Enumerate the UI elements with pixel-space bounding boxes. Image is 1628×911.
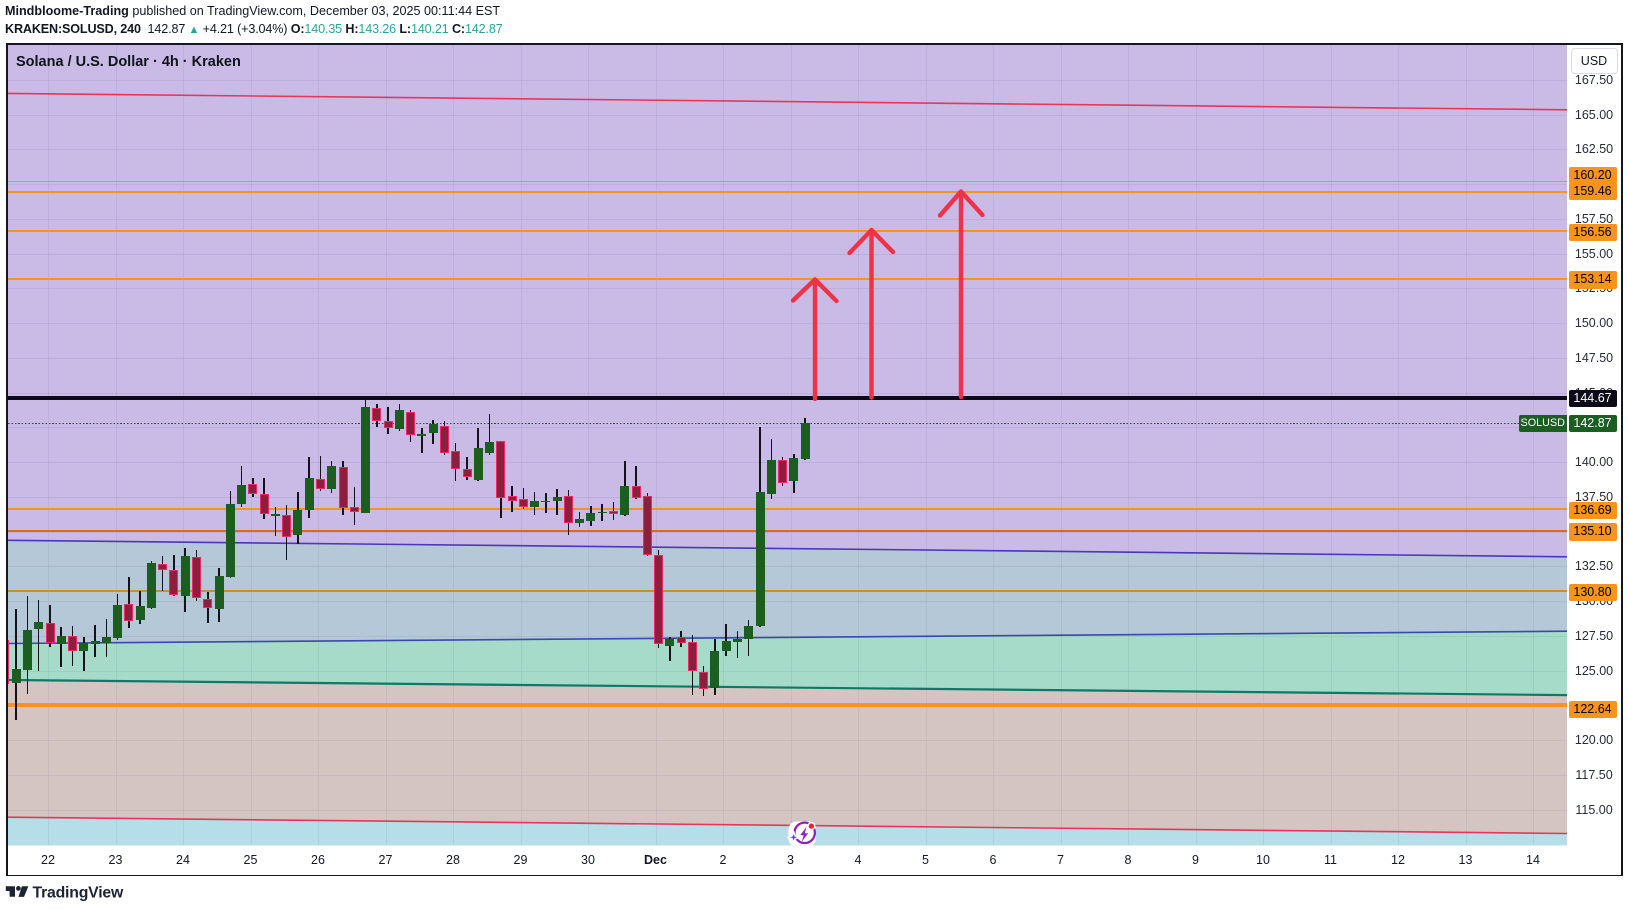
svg-text:TradingView: TradingView bbox=[33, 884, 124, 901]
